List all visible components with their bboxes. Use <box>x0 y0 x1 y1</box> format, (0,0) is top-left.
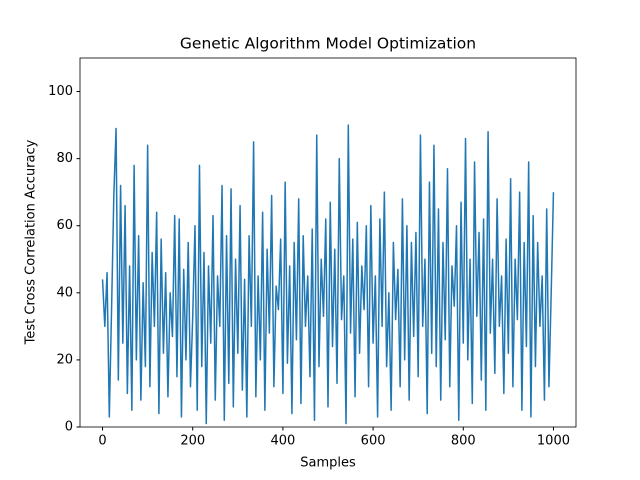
y-tick-label: 40 <box>56 285 73 300</box>
x-tick-label: 400 <box>270 434 295 449</box>
plot-frame <box>79 57 577 428</box>
data-line <box>101 124 555 425</box>
y-tick-label: 100 <box>48 84 73 99</box>
y-tick-label: 20 <box>56 352 73 367</box>
chart-title: Genetic Algorithm Model Optimization <box>180 35 476 53</box>
x-tick-label: 200 <box>180 434 205 449</box>
x-tick-label: 1000 <box>537 434 570 449</box>
x-axis-label: Samples <box>300 456 356 471</box>
y-axis-label: Test Cross Correlation Accuracy <box>24 139 39 345</box>
x-tick-label: 600 <box>361 434 386 449</box>
y-tick-label: 80 <box>56 151 73 166</box>
y-tick-label: 0 <box>65 420 73 435</box>
x-tick-label: 800 <box>451 434 476 449</box>
x-tick-label: 0 <box>98 434 106 449</box>
y-tick-label: 60 <box>56 218 73 233</box>
